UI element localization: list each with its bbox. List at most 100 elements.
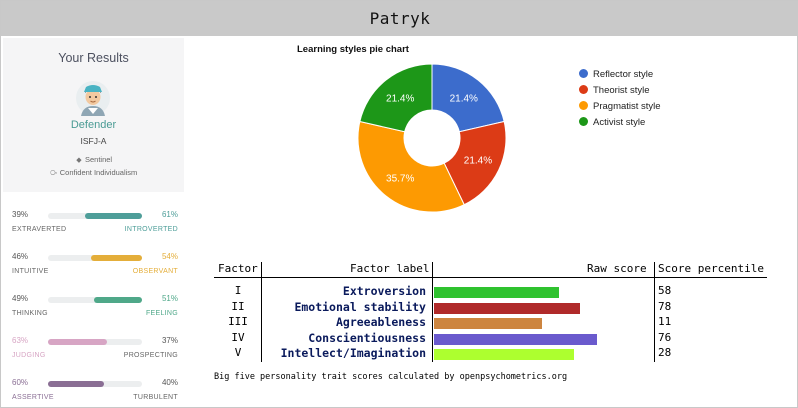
trait-bar-fill xyxy=(48,381,105,387)
legend-entry[interactable]: Reflector style xyxy=(579,69,661,85)
window-title: Patryk xyxy=(369,9,431,28)
trait-right-label: PROSPECTING xyxy=(123,352,178,359)
factor-number: IV xyxy=(231,330,245,344)
role-label: Sentinel xyxy=(84,155,113,164)
legend-label: Reflector style xyxy=(593,69,654,80)
score-percentile: 78 xyxy=(658,299,672,313)
big-five-row: V Intellect/Imagination 28 xyxy=(214,346,767,361)
trait-left-percent: 60% xyxy=(12,378,29,387)
trait-row: 46% 54% INTUITIVE OBSERVANT xyxy=(12,252,178,282)
trait-row: 49% 51% THINKING FEELING xyxy=(12,294,178,324)
factor-number: V xyxy=(234,346,242,359)
strategy-label: Confident Individualism xyxy=(59,168,138,177)
results-heading: Your Results xyxy=(58,51,129,65)
big-five-note: Big five personality trait scores calcul… xyxy=(214,372,568,382)
role-badge: ◆ Sentinel xyxy=(3,155,184,164)
pie-slice-label: 35.7% xyxy=(386,173,414,184)
legend-swatch xyxy=(579,117,588,126)
trait-right-label: FEELING xyxy=(145,310,178,317)
trait-bar-fill xyxy=(94,297,142,303)
header-factor: Factor xyxy=(218,262,258,275)
trait-right-percent: 51% xyxy=(161,294,178,303)
legend-label: Activist style xyxy=(593,117,646,128)
trait-left-percent: 46% xyxy=(12,252,29,261)
pie-slice-label: 21.4% xyxy=(464,156,492,167)
header-factor-label: Factor label xyxy=(350,262,430,275)
learning-styles-pie-chart: 21.4% 21.4% 35.7% 21.4% xyxy=(357,63,507,213)
factor-label: Intellect/Imagination xyxy=(280,346,426,360)
trait-bar xyxy=(48,381,142,387)
big-five-row: IV Conscientiousness 76 xyxy=(214,331,767,346)
pie-slice[interactable] xyxy=(357,120,465,213)
big-five-row: III Agreeableness 11 xyxy=(214,315,767,330)
raw-score-bar xyxy=(434,287,560,298)
compass-icon: ⧂ xyxy=(50,170,58,177)
personality-panel: Your Results Defender ISFJ-A ◆ Sentinel … xyxy=(3,38,184,407)
big-five-row: II Emotional stability 78 xyxy=(214,300,767,315)
trait-left-percent: 49% xyxy=(12,294,29,303)
header-raw-score: Raw score xyxy=(587,262,647,275)
trait-right-percent: 37% xyxy=(161,336,178,345)
window-header: Patryk xyxy=(1,1,798,36)
factor-number: II xyxy=(231,299,245,313)
trait-bar-fill xyxy=(91,255,142,261)
score-percentile: 28 xyxy=(658,346,672,359)
trait-bar xyxy=(48,255,142,261)
pie-slice[interactable] xyxy=(443,120,507,206)
raw-score-bar xyxy=(434,302,581,314)
factor-label: Conscientiousness xyxy=(308,330,426,345)
trait-left-label: INTUITIVE xyxy=(12,268,49,275)
factor-number: III xyxy=(228,315,248,328)
factor-number: I xyxy=(234,284,242,297)
legend-entry[interactable]: Pragmatist style xyxy=(579,101,661,117)
trait-right-percent: 40% xyxy=(161,378,178,387)
legend-label: Pragmatist style xyxy=(593,101,661,112)
factor-label: Agreeableness xyxy=(335,315,426,329)
trait-left-label: EXTRAVERTED xyxy=(12,226,67,233)
pie-slice[interactable] xyxy=(359,63,433,133)
factor-label: Extroversion xyxy=(342,284,426,298)
trait-right-label: TURBULENT xyxy=(133,394,178,401)
column-divider xyxy=(654,262,655,362)
strategy-badge: ⧂ Confident Individualism xyxy=(3,168,184,178)
trait-right-label: OBSERVANT xyxy=(132,268,178,275)
score-percentile: 76 xyxy=(658,330,672,344)
trait-row: 60% 40% ASSERTIVE TURBULENT xyxy=(12,378,178,408)
legend-entry[interactable]: Theorist style xyxy=(579,85,661,101)
legend-swatch xyxy=(579,69,588,78)
type-name[interactable]: Defender xyxy=(70,119,117,131)
header-divider xyxy=(214,277,767,278)
score-percentile: 11 xyxy=(658,315,672,328)
trait-row: 39% 61% EXTRAVERTED INTROVERTED xyxy=(12,210,178,240)
legend-swatch xyxy=(579,101,588,110)
factor-label: Emotional stability xyxy=(294,299,426,314)
score-percentile: 58 xyxy=(658,284,672,297)
trait-left-label: THINKING xyxy=(12,310,48,317)
defender-avatar-icon xyxy=(76,81,110,116)
header-score-percentile: Score percentile xyxy=(658,262,764,275)
trait-row: 63% 37% JUDGING PROSPECTING xyxy=(12,336,178,366)
legend-swatch xyxy=(579,85,588,94)
chart-legend: Reflector style Theorist style Pragmatist … xyxy=(579,69,661,133)
trait-left-label: JUDGING xyxy=(12,352,46,359)
trait-left-label: ASSERTIVE xyxy=(12,394,54,401)
trait-right-label: INTROVERTED xyxy=(124,226,178,233)
raw-score-bar xyxy=(434,318,543,329)
trait-right-percent: 61% xyxy=(161,210,178,219)
big-five-table: Factor Factor label Raw score Score perc… xyxy=(214,262,767,362)
trait-bar xyxy=(48,339,142,345)
type-code: ISFJ-A xyxy=(80,136,107,146)
column-divider xyxy=(261,262,262,362)
pie-slice-label: 21.4% xyxy=(450,94,478,105)
raw-score-bar xyxy=(434,333,598,345)
tag-icon: ◆ xyxy=(76,157,82,164)
chart-title: Learning styles pie chart xyxy=(297,44,409,55)
trait-bar xyxy=(48,213,142,219)
legend-label: Theorist style xyxy=(593,85,650,96)
pie-slice[interactable] xyxy=(431,63,505,133)
legend-entry[interactable]: Activist style xyxy=(579,117,661,133)
trait-bar-fill xyxy=(84,213,142,219)
trait-right-percent: 54% xyxy=(161,252,178,261)
trait-left-percent: 63% xyxy=(12,336,29,345)
trait-bar-fill xyxy=(48,339,108,345)
